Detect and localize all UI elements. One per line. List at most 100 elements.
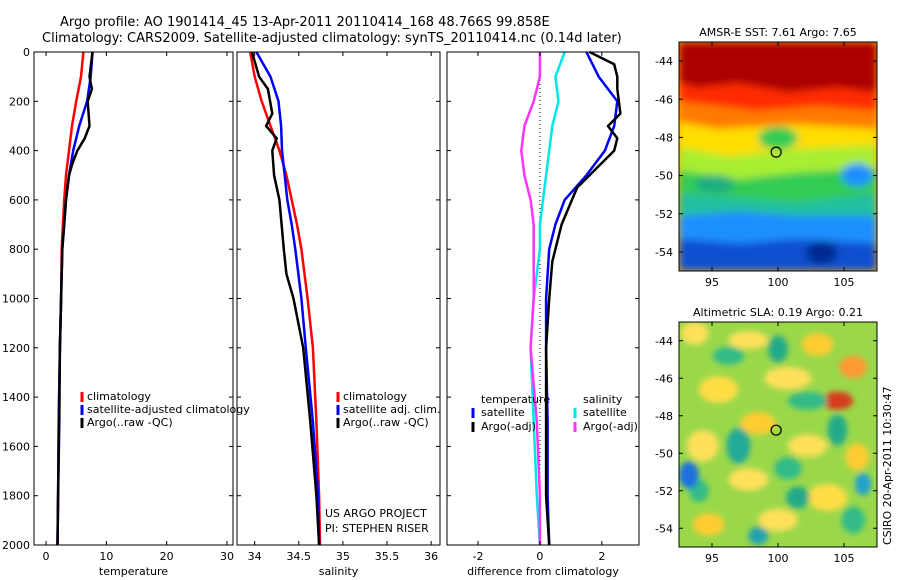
x-axis-label: temperature	[99, 565, 168, 578]
y-tick-label: 1400	[2, 391, 30, 404]
series-line-blue	[255, 51, 321, 546]
legend-heading: temperature	[481, 393, 550, 406]
sst-patch	[841, 163, 874, 187]
sla-map-panel: Altimetric SLA: 0.19 Argo: 0.21 95 100 105 -…	[655, 306, 878, 565]
sst-map-panel: AMSR-E SST: 7.61 Argo: 7.65 95 100 105 -44 -4…	[655, 26, 878, 289]
legend-entry: satellite	[583, 406, 627, 419]
y-tick-label: 1800	[2, 490, 30, 503]
y-tick-label: 1200	[2, 342, 30, 355]
sst-patch	[805, 241, 838, 265]
salinity-panel: 34 34.5 35 35.5 36 salinity climatologysatelli…	[236, 51, 441, 578]
sla-patch	[821, 391, 854, 410]
sla-patch	[787, 434, 828, 457]
sst-band	[679, 211, 877, 244]
x-tick-label: 34.5	[287, 550, 312, 563]
legend-entry: Argo(..raw -QC)	[343, 416, 429, 429]
sla-patch	[692, 513, 725, 536]
sst-band	[679, 168, 877, 203]
sla-patch	[748, 526, 769, 545]
series-line-black	[56, 51, 94, 546]
argo-position-marker	[770, 146, 782, 158]
legend-entry: Argo(-adj)	[583, 420, 638, 433]
y-tick-label: 200	[9, 95, 30, 108]
y-tick-label: 600	[9, 194, 30, 207]
sla-patch	[680, 322, 709, 345]
x-tick-label: 100	[768, 276, 789, 289]
series-line-magenta	[520, 52, 542, 545]
sla-patch	[839, 355, 868, 379]
x-tick-label: 35.5	[375, 550, 400, 563]
map-title: AMSR-E SST: 7.61 Argo: 7.65	[699, 26, 857, 39]
x-tick-label: 36	[424, 550, 438, 563]
sla-patch	[740, 412, 777, 435]
x-tick-label: 105	[834, 552, 855, 565]
figure-title-line1: Argo profile: AO 1901414_45 13-Apr-2011 …	[60, 15, 550, 30]
argo-position-marker	[770, 424, 782, 436]
sla-patch	[679, 461, 699, 489]
sst-patch	[694, 174, 735, 194]
y-tick-label: -48	[655, 410, 673, 423]
sla-patch	[698, 376, 739, 403]
sst-band	[679, 145, 877, 180]
legend-entry: satellite-adjusted climatology	[87, 403, 250, 416]
y-tick-label: -48	[655, 131, 673, 144]
y-tick-label: -54	[655, 522, 673, 535]
x-tick-label: 10	[99, 550, 113, 563]
sst-band	[679, 238, 877, 271]
sla-patch	[768, 335, 788, 363]
x-tick-label: 95	[705, 276, 719, 289]
y-tick-label: 2000	[2, 539, 30, 552]
sla-patch	[712, 346, 745, 365]
y-tick-label: 400	[9, 145, 30, 158]
y-tick-label: 1000	[2, 293, 30, 306]
sla-patch	[726, 427, 751, 464]
series-line-blue	[544, 51, 619, 546]
y-tick-label: -46	[655, 93, 673, 106]
legend-entry: Argo(-adj)	[481, 420, 536, 433]
axes-frame	[446, 51, 640, 546]
y-tick-label: 0	[23, 46, 30, 59]
sst-band	[679, 193, 877, 216]
x-tick-label: 34	[248, 550, 262, 563]
legend-entry: satellite adj. clim.	[343, 403, 440, 416]
sla-patch	[758, 508, 798, 532]
y-tick-label: 800	[9, 243, 30, 256]
x-tick-label: 20	[160, 550, 174, 563]
x-axis-label: difference from climatology	[467, 565, 619, 578]
series-line-red	[248, 51, 322, 546]
credit-project: US ARGO PROJECT	[325, 507, 427, 520]
y-tick-label: 1600	[2, 440, 30, 453]
x-tick-label: 2	[598, 550, 605, 563]
y-tick-label: -50	[655, 447, 673, 460]
sla-patch	[686, 430, 719, 462]
x-tick-label: -2	[472, 550, 483, 563]
sla-patch	[841, 506, 866, 534]
x-tick-label: 30	[220, 550, 234, 563]
x-tick-label: 95	[705, 552, 719, 565]
credit-pi: PI: STEPHEN RISER	[325, 522, 429, 535]
sla-patch	[764, 367, 812, 390]
series-line-blue	[56, 51, 94, 546]
y-tick-label: -52	[655, 485, 673, 498]
difference-panel: -2 0 2 difference from climatology temperatu…	[446, 50, 640, 578]
sla-patch	[807, 484, 848, 511]
sst-band	[679, 83, 877, 111]
x-tick-label: 35	[336, 550, 350, 563]
y-tick-label: -50	[655, 170, 673, 183]
sla-patch	[855, 472, 872, 496]
y-tick-label: -54	[655, 246, 673, 259]
sla-patch	[728, 468, 769, 491]
map-image	[679, 42, 877, 271]
x-tick-label: 100	[768, 552, 789, 565]
x-axis-label: salinity	[319, 565, 359, 578]
y-tick-label: -44	[655, 55, 673, 68]
x-tick-label: 0	[536, 550, 543, 563]
temperature-panel: 0 10 20 30 temperature 0 200 400 600 800 1000 1200 1…	[2, 46, 250, 578]
sla-patch	[787, 391, 828, 410]
y-tick-label: -46	[655, 372, 673, 385]
legend-entry: climatology	[87, 390, 151, 403]
series-line-cyan	[529, 51, 566, 546]
sla-patch	[785, 486, 810, 509]
y-tick-label: -52	[655, 208, 673, 221]
